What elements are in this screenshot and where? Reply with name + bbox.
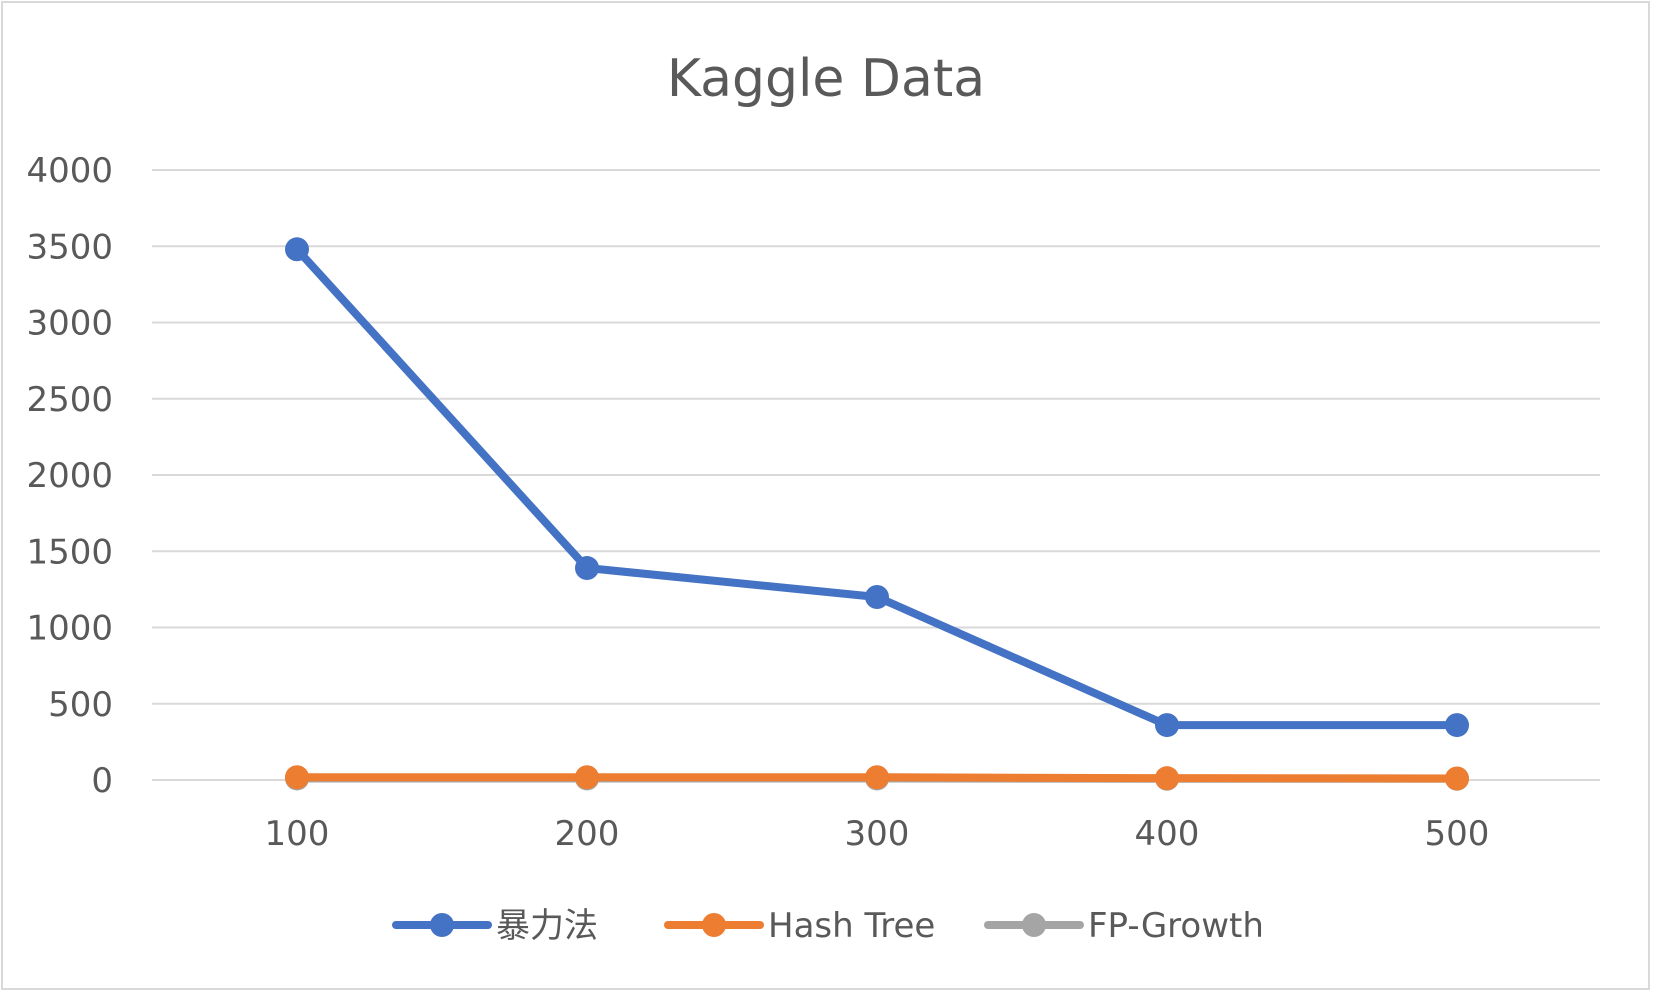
- y-tick-label-2500: 2500: [26, 380, 113, 420]
- x-axis-tick-labels: 100 200 300 400 500: [265, 814, 1490, 854]
- chart-title: Kaggle Data: [667, 49, 985, 109]
- legend-swatch-marker: [1022, 913, 1046, 937]
- series-2-point-400: [1155, 766, 1179, 791]
- legend-label-2: Hash Tree: [768, 906, 935, 946]
- series-2: [285, 765, 1469, 791]
- legend-label-3: FP-Growth: [1088, 906, 1264, 946]
- y-tick-label-1500: 1500: [26, 532, 113, 572]
- series-2-point-300: [865, 765, 889, 790]
- legend-item-1: 暴力法: [392, 906, 598, 946]
- series-1-line: [293, 245, 1461, 730]
- legend-item-3: FP-Growth: [984, 906, 1264, 946]
- legend-swatch-marker: [430, 913, 454, 937]
- y-tick-label-2000: 2000: [26, 456, 113, 496]
- y-tick-label-3500: 3500: [26, 227, 113, 267]
- y-tick-label-4000: 4000: [26, 151, 113, 191]
- y-tick-label-500: 500: [48, 685, 113, 725]
- series-1: [285, 237, 1469, 738]
- series-1-point-500: [1445, 713, 1469, 738]
- series-2-point-500: [1445, 766, 1469, 791]
- legend: 暴力法 Hash Tree FP-Growth: [392, 906, 1264, 946]
- y-axis-tick-labels: 0 500 1000 1500 2000 2500 3000 3500 4000: [26, 151, 113, 801]
- x-tick-label-200: 200: [555, 814, 620, 854]
- y-tick-label-0: 0: [91, 761, 113, 801]
- series-1-point-400: [1155, 713, 1179, 738]
- x-tick-label-300: 300: [845, 814, 910, 854]
- series-group: [285, 237, 1469, 791]
- series-1-point-100: [285, 237, 309, 262]
- series-1-point-200: [575, 556, 599, 581]
- x-tick-label-500: 500: [1425, 814, 1490, 854]
- y-tick-label-3000: 3000: [26, 304, 113, 344]
- y-tick-label-1000: 1000: [26, 609, 113, 649]
- x-tick-label-100: 100: [265, 814, 330, 854]
- legend-label-1: 暴力法: [496, 906, 598, 946]
- series-1-point-300: [865, 585, 889, 609]
- series-2-point-200: [575, 765, 599, 790]
- gridlines: [152, 169, 1600, 781]
- x-tick-label-400: 400: [1135, 814, 1200, 854]
- legend-swatch-marker: [702, 913, 726, 937]
- series-2-point-100: [285, 765, 309, 790]
- legend-item-2: Hash Tree: [664, 906, 935, 946]
